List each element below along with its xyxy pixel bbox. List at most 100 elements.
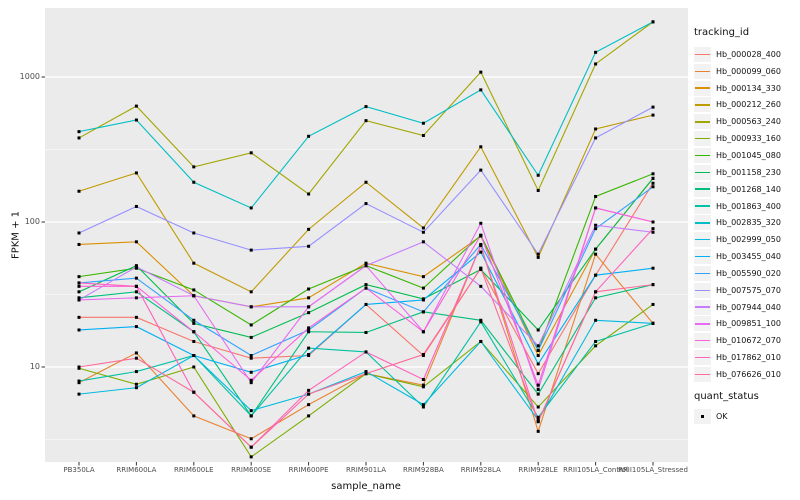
data-point xyxy=(307,330,311,334)
tracking-id-legend: tracking_id Hb_000028_400 Hb_000099_060 Hb… xyxy=(694,27,781,383)
data-point xyxy=(651,220,655,224)
data-point xyxy=(249,290,253,294)
legend-key-line-icon xyxy=(694,316,711,332)
data-point xyxy=(134,386,138,390)
data-point xyxy=(594,339,598,343)
data-point xyxy=(421,403,425,407)
legend-item-label: Hb_009851_100 xyxy=(716,319,781,329)
legend-key-line-icon xyxy=(694,164,711,180)
legend-key-line-icon xyxy=(694,63,711,79)
data-point xyxy=(594,296,598,300)
data-point xyxy=(651,176,655,180)
data-point xyxy=(249,305,253,309)
data-point xyxy=(421,133,425,137)
x-tick-label: RRIM901LA xyxy=(345,466,387,474)
data-point xyxy=(134,104,138,108)
legend-item-label: Hb_000099_060 xyxy=(716,66,781,76)
legend-item: Hb_002999_050 xyxy=(694,231,781,248)
data-point xyxy=(421,330,425,334)
legend-key-line-icon xyxy=(694,114,711,130)
data-point xyxy=(77,379,81,383)
data-point xyxy=(77,136,81,140)
data-point xyxy=(651,172,655,176)
legend-item: Hb_000134_330 xyxy=(694,80,781,97)
data-point xyxy=(77,281,81,285)
data-point xyxy=(77,231,81,235)
data-point xyxy=(134,325,138,329)
x-tick-label: RRII105LA_Control xyxy=(563,466,629,474)
data-point xyxy=(77,381,81,385)
data-point xyxy=(364,372,368,376)
data-point xyxy=(651,113,655,117)
data-point xyxy=(536,362,540,366)
data-point xyxy=(421,275,425,279)
data-point xyxy=(307,287,311,291)
legend-item-label: Hb_005590_020 xyxy=(716,268,781,278)
data-point xyxy=(249,455,253,459)
data-point xyxy=(536,252,540,256)
data-point xyxy=(479,221,483,225)
legend-item: Hb_000563_240 xyxy=(694,113,781,130)
data-point xyxy=(192,339,196,343)
data-point xyxy=(479,233,483,237)
data-point xyxy=(364,180,368,184)
data-point xyxy=(421,230,425,234)
data-point xyxy=(594,194,598,198)
data-point xyxy=(364,350,368,354)
data-point xyxy=(249,414,253,418)
data-point xyxy=(536,405,540,409)
data-point xyxy=(536,173,540,177)
data-point xyxy=(421,352,425,356)
data-point xyxy=(77,328,81,332)
legend-item: Hb_002835_320 xyxy=(694,214,781,231)
data-point xyxy=(594,206,598,210)
data-point xyxy=(364,370,368,374)
data-point xyxy=(536,372,540,376)
data-point xyxy=(364,202,368,206)
data-point xyxy=(249,437,253,441)
legend-key-line-icon xyxy=(694,131,711,147)
data-point xyxy=(421,286,425,290)
data-point xyxy=(421,385,425,389)
data-point xyxy=(77,365,81,369)
legend-item: Hb_001045_080 xyxy=(694,147,781,164)
data-point xyxy=(249,378,253,382)
legend-item: Hb_000028_400 xyxy=(694,46,781,63)
data-point xyxy=(192,414,196,418)
data-point xyxy=(134,240,138,244)
data-point xyxy=(421,298,425,302)
data-point xyxy=(536,420,540,424)
data-point xyxy=(192,365,196,369)
data-point xyxy=(479,250,483,254)
y-tick-label: 100 xyxy=(24,217,40,226)
legend-item: Hb_017862_010 xyxy=(694,349,781,366)
legend-item-label: Hb_001158_230 xyxy=(716,167,781,177)
black-point-icon xyxy=(694,408,711,424)
data-point xyxy=(77,296,81,300)
data-point xyxy=(249,370,253,374)
data-point xyxy=(307,296,311,300)
legend-key-line-icon xyxy=(694,232,711,248)
data-point xyxy=(364,302,368,306)
data-point xyxy=(594,290,598,294)
data-point xyxy=(134,171,138,175)
x-tick-label: RRIM600LE xyxy=(174,466,214,474)
legend-item-label: Hb_017862_010 xyxy=(716,353,781,363)
data-point xyxy=(307,326,311,330)
legend-item: Hb_001863_400 xyxy=(694,198,781,215)
data-point xyxy=(536,387,540,391)
x-tick-label: RRIM600PE xyxy=(288,466,329,474)
legend-key-line-icon xyxy=(694,299,711,315)
data-point xyxy=(651,302,655,306)
data-point xyxy=(249,151,253,155)
data-point xyxy=(77,284,81,288)
data-point xyxy=(421,226,425,230)
data-point xyxy=(479,70,483,74)
data-point xyxy=(536,255,540,259)
data-point xyxy=(594,344,598,348)
data-point xyxy=(134,370,138,374)
data-point xyxy=(192,294,196,298)
data-point xyxy=(421,121,425,125)
x-axis-title: sample_name xyxy=(331,481,401,492)
